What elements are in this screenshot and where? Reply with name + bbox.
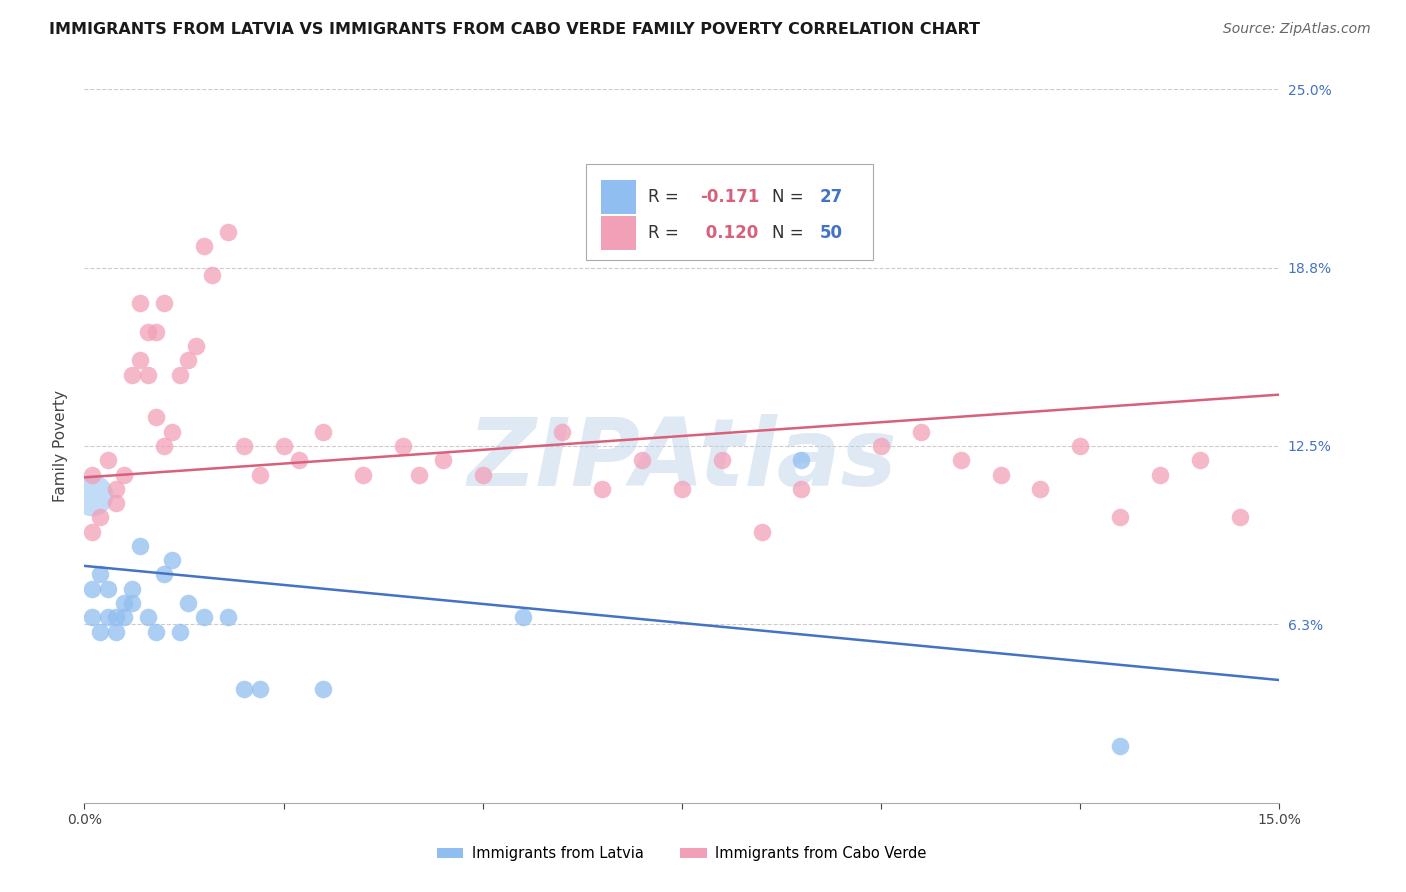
Point — [591, 482, 613, 496]
Point — [1029, 482, 1052, 496]
Point — [949, 453, 972, 467]
Point — [1149, 467, 1171, 482]
Point — [160, 553, 183, 567]
Point — [217, 610, 239, 624]
Point — [671, 482, 693, 496]
Point — [790, 482, 813, 496]
Point — [89, 624, 111, 639]
Point — [145, 410, 167, 425]
Point — [153, 296, 176, 310]
Text: R =: R = — [648, 188, 685, 206]
Point — [217, 225, 239, 239]
Point — [288, 453, 311, 467]
Point — [136, 368, 159, 382]
Text: ZIPAtlas: ZIPAtlas — [467, 414, 897, 507]
Point — [105, 482, 128, 496]
Legend: Immigrants from Latvia, Immigrants from Cabo Verde: Immigrants from Latvia, Immigrants from … — [432, 840, 932, 867]
Point — [1229, 510, 1251, 524]
Point — [153, 439, 176, 453]
Point — [232, 439, 254, 453]
Point — [153, 567, 176, 582]
Y-axis label: Family Poverty: Family Poverty — [53, 390, 69, 502]
Point — [177, 596, 200, 610]
Text: R =: R = — [648, 224, 685, 242]
Point — [471, 467, 494, 482]
Point — [1188, 453, 1211, 467]
Point — [910, 425, 932, 439]
Point — [82, 487, 104, 501]
Point — [129, 353, 152, 368]
Point — [990, 467, 1012, 482]
Point — [105, 496, 128, 510]
FancyBboxPatch shape — [586, 164, 873, 260]
Point — [432, 453, 454, 467]
Point — [129, 539, 152, 553]
Point — [105, 624, 128, 639]
Text: 50: 50 — [820, 224, 842, 242]
Point — [512, 610, 534, 624]
Point — [631, 453, 654, 467]
Point — [169, 624, 191, 639]
Point — [121, 582, 143, 596]
Point — [710, 453, 733, 467]
Point — [790, 453, 813, 467]
Bar — [600, 180, 637, 214]
Point — [82, 467, 104, 482]
Point — [97, 453, 120, 467]
Point — [89, 567, 111, 582]
Point — [870, 439, 893, 453]
Point — [551, 425, 574, 439]
Point — [193, 239, 215, 253]
Point — [392, 439, 415, 453]
Point — [105, 610, 128, 624]
Text: 0.120: 0.120 — [700, 224, 758, 242]
Point — [1109, 510, 1132, 524]
Point — [249, 467, 271, 482]
Point — [121, 596, 143, 610]
Point — [169, 368, 191, 382]
Point — [129, 296, 152, 310]
Text: 27: 27 — [820, 188, 842, 206]
Point — [232, 681, 254, 696]
Point — [112, 610, 135, 624]
Point — [145, 325, 167, 339]
Bar — [600, 216, 637, 250]
Point — [82, 610, 104, 624]
Point — [136, 610, 159, 624]
Point — [1109, 739, 1132, 753]
Point — [273, 439, 295, 453]
Point — [112, 596, 135, 610]
Text: IMMIGRANTS FROM LATVIA VS IMMIGRANTS FROM CABO VERDE FAMILY POVERTY CORRELATION : IMMIGRANTS FROM LATVIA VS IMMIGRANTS FRO… — [49, 22, 980, 37]
Point — [312, 681, 335, 696]
Text: Source: ZipAtlas.com: Source: ZipAtlas.com — [1223, 22, 1371, 37]
Point — [82, 524, 104, 539]
Point — [121, 368, 143, 382]
Point — [89, 510, 111, 524]
Point — [97, 582, 120, 596]
Point — [312, 425, 335, 439]
Point — [249, 681, 271, 696]
Point — [1069, 439, 1091, 453]
Point — [201, 268, 224, 282]
Point — [184, 339, 207, 353]
Point — [136, 325, 159, 339]
Point — [82, 582, 104, 596]
Point — [352, 467, 374, 482]
Point — [97, 610, 120, 624]
Point — [751, 524, 773, 539]
Text: N =: N = — [772, 224, 808, 242]
Point — [160, 425, 183, 439]
Text: -0.171: -0.171 — [700, 188, 759, 206]
Point — [145, 624, 167, 639]
Point — [193, 610, 215, 624]
Point — [112, 467, 135, 482]
Point — [408, 467, 430, 482]
Point — [177, 353, 200, 368]
Text: N =: N = — [772, 188, 808, 206]
